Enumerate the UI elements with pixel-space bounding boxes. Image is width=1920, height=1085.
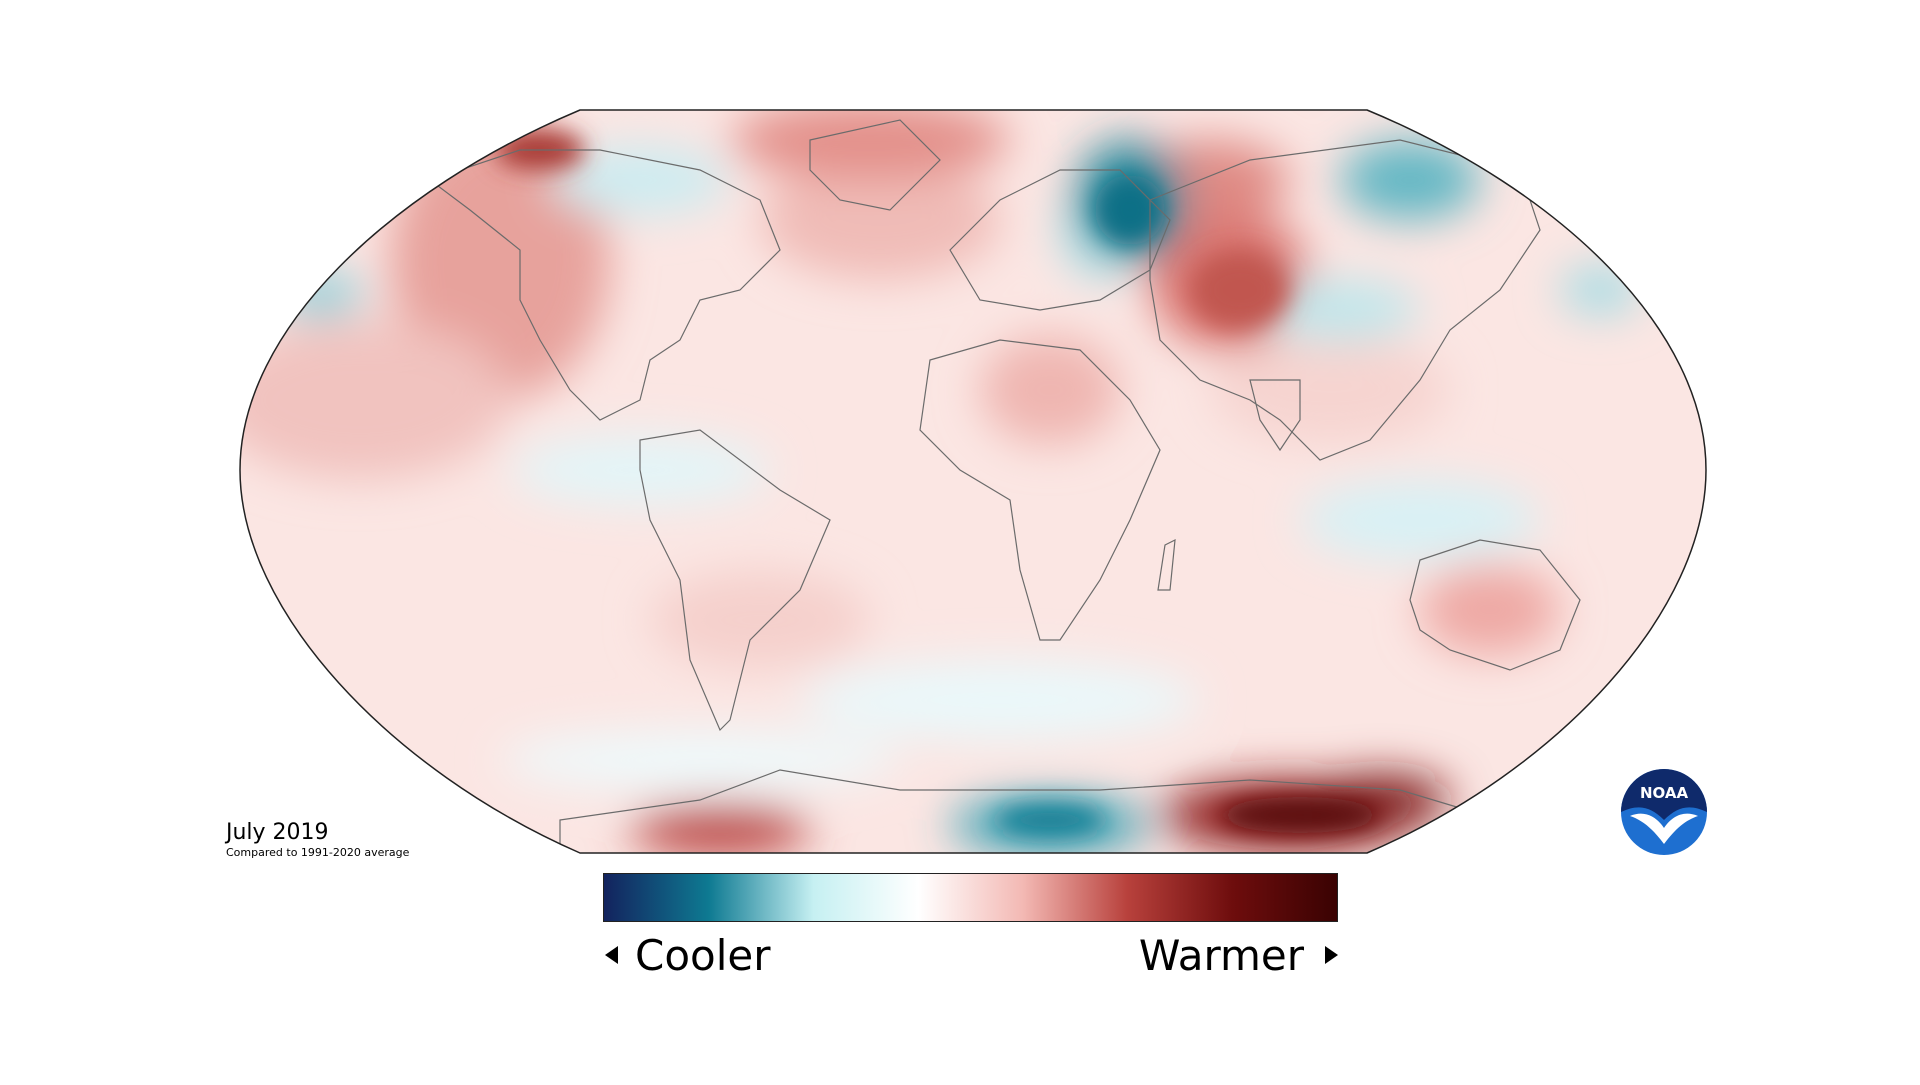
noaa-logo-icon: NOAA	[1621, 769, 1707, 855]
anomaly-field	[240, 110, 1706, 853]
coastlines	[428, 119, 1651, 853]
map-caption: July 2019 Compared to 1991-2020 average	[226, 820, 409, 860]
noaa-logo-text: NOAA	[1640, 784, 1689, 802]
right-arrow-icon	[1325, 946, 1338, 964]
warmer-label: Warmer	[1139, 930, 1338, 982]
map-title: July 2019	[226, 820, 329, 845]
cooler-label: Cooler	[605, 930, 771, 982]
map-subtitle: Compared to 1991-2020 average	[226, 846, 410, 859]
left-arrow-icon	[605, 946, 618, 964]
color-scale-bar	[603, 873, 1338, 922]
